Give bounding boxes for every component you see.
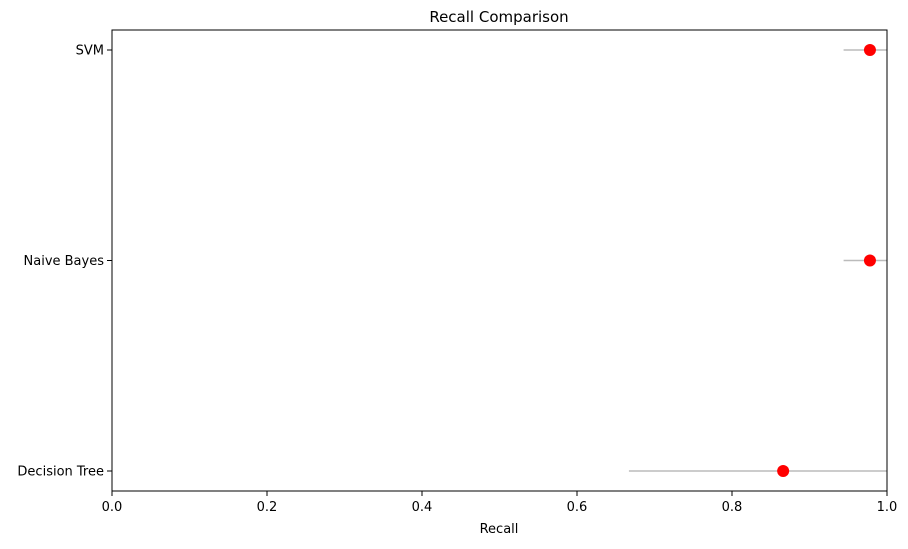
- x-tick-label: 0.6: [567, 500, 588, 515]
- x-tick-label: 0.2: [257, 500, 278, 515]
- marks-layer: [628, 44, 887, 477]
- plot-frame: [111, 29, 888, 492]
- chart-title: Recall Comparison: [429, 8, 568, 26]
- ticks-layer: Decision Tree Naive Bayes SVM 0.0 0.2 0.4 0.6 0…: [17, 44, 897, 516]
- x-tick-label: 0.8: [722, 500, 743, 515]
- x-tick-label: 0.4: [412, 500, 433, 515]
- y-tick-label: Decision Tree: [17, 465, 104, 480]
- data-point: [863, 44, 876, 56]
- data-point: [777, 465, 790, 477]
- x-tick-label: 0.0: [102, 500, 123, 515]
- x-tick-label: 1.0: [877, 500, 898, 515]
- data-point: [863, 254, 876, 267]
- x-axis-label: Recall: [480, 522, 519, 537]
- y-tick-label: Naive Bayes: [24, 254, 105, 269]
- y-tick-label: SVM: [76, 44, 104, 59]
